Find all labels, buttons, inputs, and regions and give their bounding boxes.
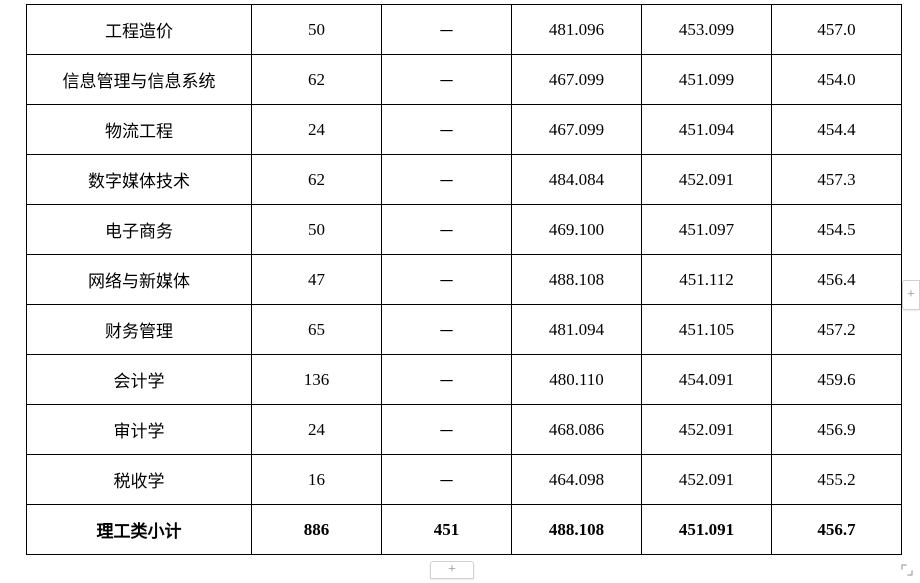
table-cell: 484.084 bbox=[512, 155, 642, 205]
table-cell: － bbox=[382, 5, 512, 55]
table-cell: 459.6 bbox=[772, 355, 902, 405]
expand-bottom-button[interactable]: + bbox=[430, 561, 474, 579]
table-cell: 财务管理 bbox=[27, 305, 252, 355]
table-cell: 451.105 bbox=[642, 305, 772, 355]
table-cell: 457.2 bbox=[772, 305, 902, 355]
expand-side-button[interactable]: + bbox=[902, 280, 920, 310]
table-cell: 451.112 bbox=[642, 255, 772, 305]
table-cell: 488.108 bbox=[512, 505, 642, 555]
table-cell: 工程造价 bbox=[27, 5, 252, 55]
table-row: 财务管理65－481.094451.105457.2 bbox=[27, 305, 902, 355]
table-cell: 454.4 bbox=[772, 105, 902, 155]
data-table: 工程造价50－481.096453.099457.0信息管理与信息系统62－46… bbox=[26, 4, 902, 555]
table-cell: 136 bbox=[252, 355, 382, 405]
table-cell: 481.094 bbox=[512, 305, 642, 355]
table-cell: 454.091 bbox=[642, 355, 772, 405]
table-cell: 455.2 bbox=[772, 455, 902, 505]
table-cell: 451.097 bbox=[642, 205, 772, 255]
table-cell: 65 bbox=[252, 305, 382, 355]
table-cell: 24 bbox=[252, 405, 382, 455]
table-cell: 451.099 bbox=[642, 55, 772, 105]
table-container: 工程造价50－481.096453.099457.0信息管理与信息系统62－46… bbox=[0, 0, 920, 555]
table-cell: 电子商务 bbox=[27, 205, 252, 255]
table-cell: － bbox=[382, 205, 512, 255]
table-cell: 456.4 bbox=[772, 255, 902, 305]
table-cell: 62 bbox=[252, 55, 382, 105]
table-cell: 456.9 bbox=[772, 405, 902, 455]
table-cell: 464.098 bbox=[512, 455, 642, 505]
table-cell: 50 bbox=[252, 205, 382, 255]
table-cell: 24 bbox=[252, 105, 382, 155]
table-cell: 会计学 bbox=[27, 355, 252, 405]
table-row: 审计学24－468.086452.091456.9 bbox=[27, 405, 902, 455]
table-cell: 47 bbox=[252, 255, 382, 305]
table-cell: 457.0 bbox=[772, 5, 902, 55]
table-row: 工程造价50－481.096453.099457.0 bbox=[27, 5, 902, 55]
table-cell: 网络与新媒体 bbox=[27, 255, 252, 305]
table-cell: － bbox=[382, 155, 512, 205]
resize-corner-icon bbox=[900, 563, 914, 577]
table-cell: 456.7 bbox=[772, 505, 902, 555]
table-cell: 62 bbox=[252, 155, 382, 205]
table-cell: 457.3 bbox=[772, 155, 902, 205]
table-cell: 451.091 bbox=[642, 505, 772, 555]
table-cell: 审计学 bbox=[27, 405, 252, 455]
table-cell: 信息管理与信息系统 bbox=[27, 55, 252, 105]
table-row: 网络与新媒体47－488.108451.112456.4 bbox=[27, 255, 902, 305]
table-cell: 454.0 bbox=[772, 55, 902, 105]
table-row: 物流工程24－467.099451.094454.4 bbox=[27, 105, 902, 155]
table-cell: 467.099 bbox=[512, 55, 642, 105]
table-cell: 16 bbox=[252, 455, 382, 505]
table-cell: 税收学 bbox=[27, 455, 252, 505]
table-cell: － bbox=[382, 355, 512, 405]
table-cell: 451.094 bbox=[642, 105, 772, 155]
table-cell: － bbox=[382, 55, 512, 105]
table-row: 税收学16－464.098452.091455.2 bbox=[27, 455, 902, 505]
table-cell: 481.096 bbox=[512, 5, 642, 55]
table-cell: 数字媒体技术 bbox=[27, 155, 252, 205]
plus-icon: + bbox=[907, 287, 915, 303]
plus-icon: + bbox=[448, 562, 456, 578]
table-cell: 452.091 bbox=[642, 155, 772, 205]
table-cell: － bbox=[382, 455, 512, 505]
table-row: 信息管理与信息系统62－467.099451.099454.0 bbox=[27, 55, 902, 105]
table-cell: 452.091 bbox=[642, 455, 772, 505]
table-cell: 454.5 bbox=[772, 205, 902, 255]
table-cell: － bbox=[382, 305, 512, 355]
table-cell: － bbox=[382, 405, 512, 455]
table-cell: 物流工程 bbox=[27, 105, 252, 155]
table-cell: 468.086 bbox=[512, 405, 642, 455]
table-cell: 488.108 bbox=[512, 255, 642, 305]
table-row: 会计学136－480.110454.091459.6 bbox=[27, 355, 902, 405]
table-cell: － bbox=[382, 255, 512, 305]
table-cell: 452.091 bbox=[642, 405, 772, 455]
table-cell: 469.100 bbox=[512, 205, 642, 255]
table-row: 电子商务50－469.100451.097454.5 bbox=[27, 205, 902, 255]
table-cell: 480.110 bbox=[512, 355, 642, 405]
table-cell: 理工类小计 bbox=[27, 505, 252, 555]
table-cell: 886 bbox=[252, 505, 382, 555]
table-row: 数字媒体技术62－484.084452.091457.3 bbox=[27, 155, 902, 205]
table-cell: 451 bbox=[382, 505, 512, 555]
table-cell: 453.099 bbox=[642, 5, 772, 55]
table-cell: 50 bbox=[252, 5, 382, 55]
table-row: 理工类小计886451488.108451.091456.7 bbox=[27, 505, 902, 555]
table-cell: 467.099 bbox=[512, 105, 642, 155]
table-cell: － bbox=[382, 105, 512, 155]
